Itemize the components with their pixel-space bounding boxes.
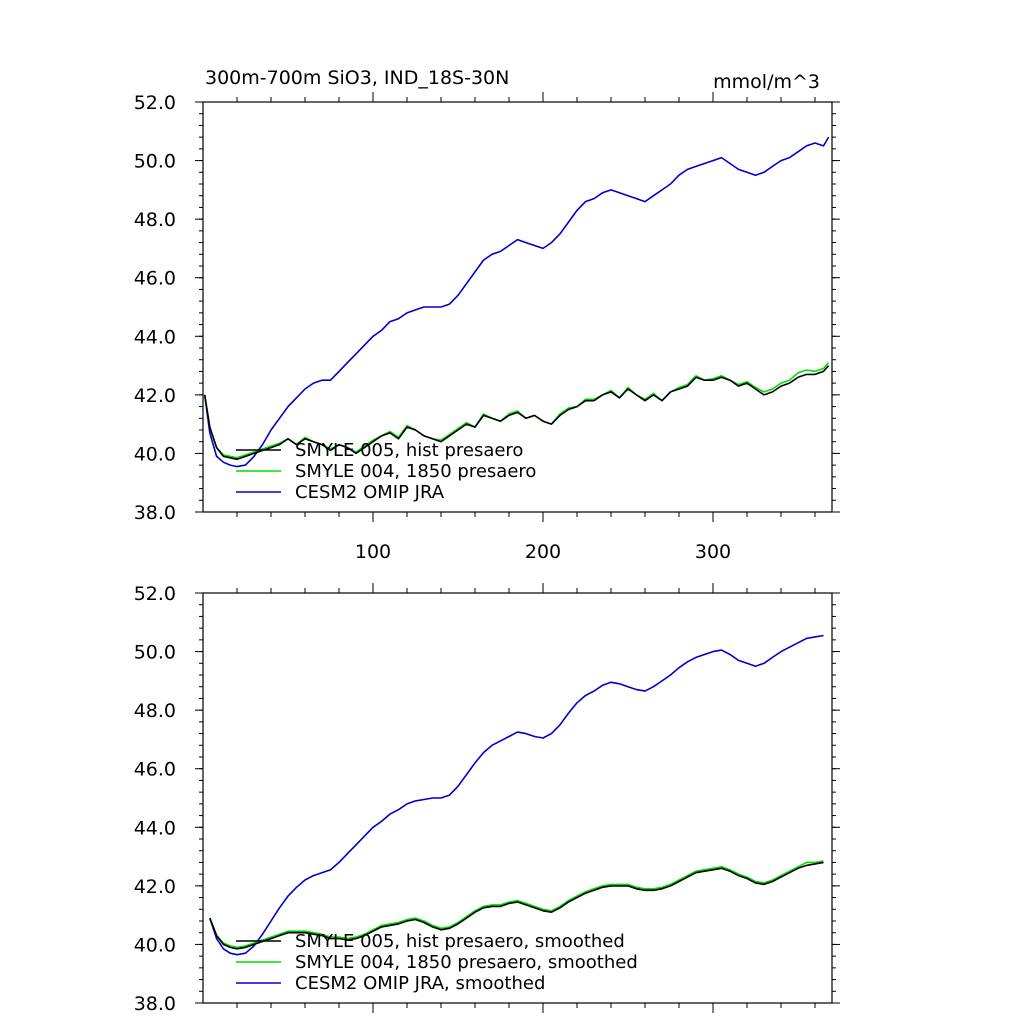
y-tick-label: 48.0 [134,700,176,722]
y-tick-label: 42.0 [134,385,176,407]
series-line [203,365,830,461]
y-tick-label: 52.0 [134,92,176,114]
y-tick-label: 40.0 [134,934,176,956]
x-tick-label: 200 [525,541,561,563]
series-line [209,860,824,949]
plot-frame [202,101,833,513]
legend-label: CESM2 OMIP JRA [295,482,445,503]
y-tick-label: 48.0 [134,209,176,231]
bottom-panel: 38.0 40.0 42.0 44.0 46.0 48.0 50.0 52.0 SMYLE 0… [134,583,840,1015]
series-lines [203,136,830,468]
y-tick-label: 52.0 [134,583,176,605]
left-title: 300m-700m SiO3, IND_18S-30N [205,67,509,89]
legend-label: SMYLE 005, hist presaero [295,440,523,461]
y-tick-label: 44.0 [134,817,176,839]
legend-label: SMYLE 005, hist presaero, smoothed [295,931,625,952]
top-panel: 300m-700m SiO3, IND_18S-30N mmol/m^3 38.… [134,67,840,563]
y-tick-label: 50.0 [134,642,176,664]
legend-label: SMYLE 004, 1850 presaero [295,461,536,482]
y-tick-label: 46.0 [134,759,176,781]
y-tick-label: 38.0 [134,502,176,524]
plot-frame [202,592,833,1004]
x-tick-label: 300 [695,541,731,563]
series-line [209,861,824,950]
y-tick-label: 42.0 [134,876,176,898]
y-tick-label: 38.0 [134,993,176,1015]
y-tick-label: 46.0 [134,268,176,290]
legend-label: CESM2 OMIP JRA, smoothed [295,973,545,994]
legend: SMYLE 005, hist presaero, smoothedSMYLE … [236,931,638,994]
series-line [203,136,830,468]
legend-label: SMYLE 004, 1850 presaero, smoothed [295,952,638,973]
units-label: mmol/m^3 [713,71,820,93]
series-line [209,634,824,956]
y-tick-label: 50.0 [134,151,176,173]
series-lines [209,634,824,956]
x-tick-label: 100 [355,541,391,563]
y-tick-label: 40.0 [134,443,176,465]
y-tick-label: 44.0 [134,326,176,348]
axis-ticks: 38.0 40.0 42.0 44.0 46.0 48.0 50.0 52.0 [134,583,840,1015]
axis-ticks: 38.0 40.0 42.0 44.0 46.0 48.0 50.0 52.0 100 200 30… [134,92,840,563]
